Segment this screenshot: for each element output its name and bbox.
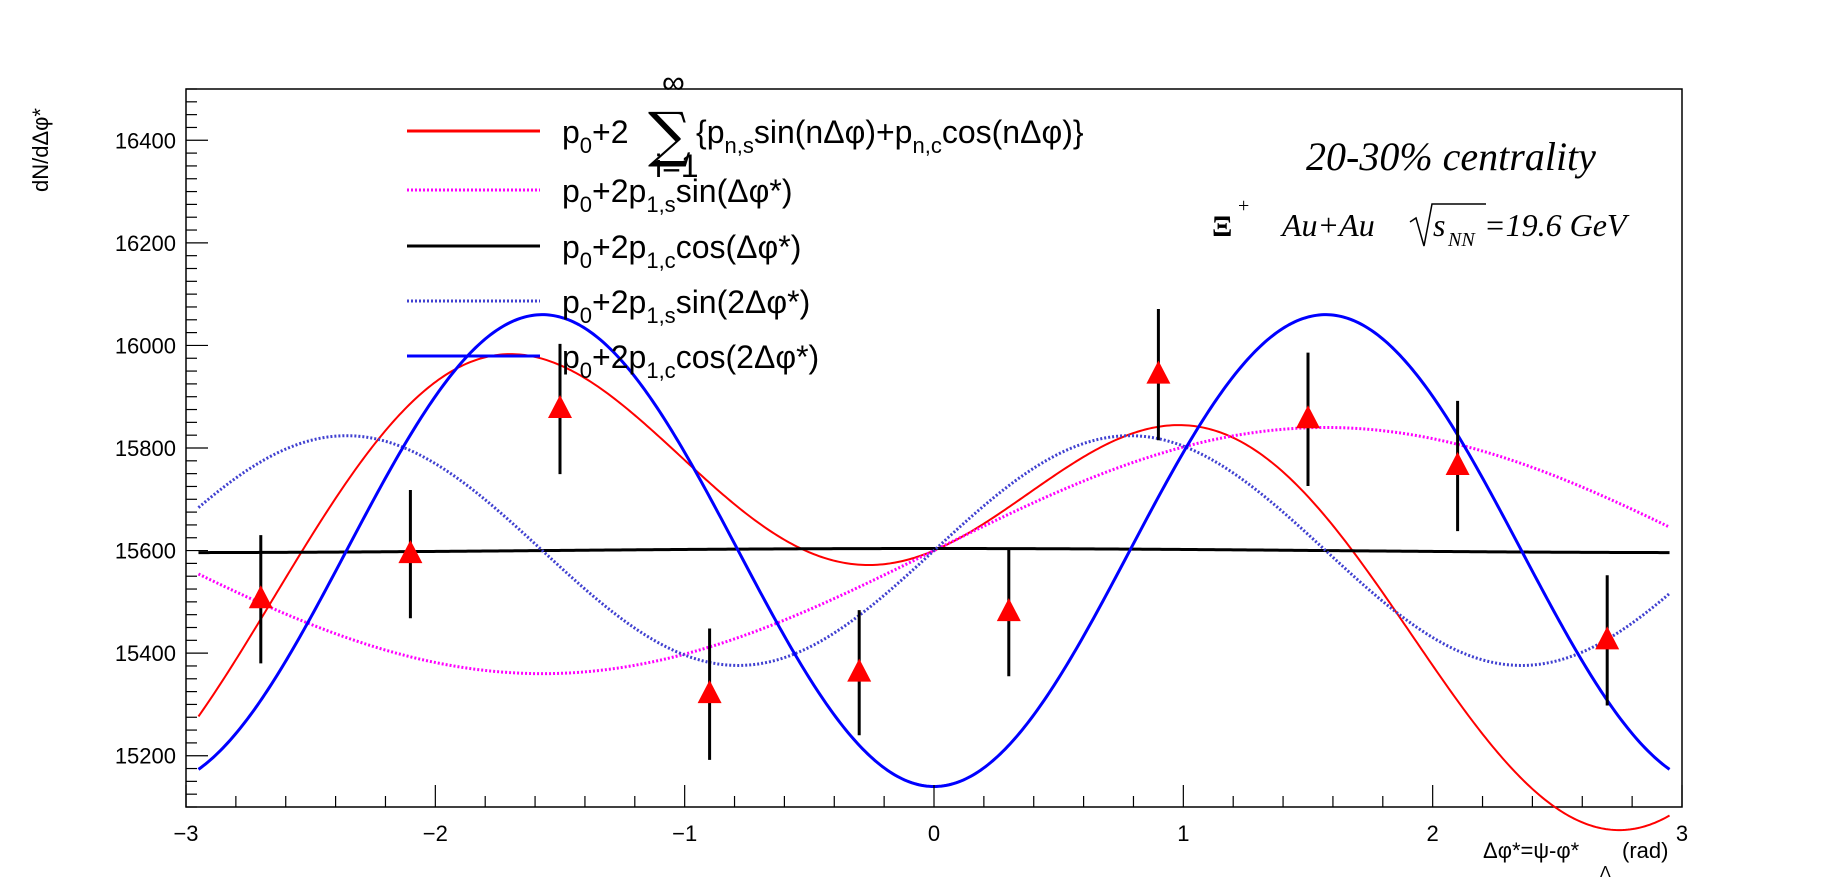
x-tick-label: −2 — [423, 821, 448, 846]
legend: p0+2 ∑∞ i=1{pn,ssin(nΔφ)+pn,ccos(nΔφ)} p0+2… — [407, 64, 1084, 383]
data-point — [248, 585, 273, 609]
y-tick-label: 16200 — [115, 231, 176, 256]
particle-charge: + — [1238, 195, 1249, 217]
system-label: Ξ + Au+Au s NN =19.6 GeV — [1212, 195, 1630, 251]
x-tick-label: 1 — [1177, 821, 1189, 846]
fit-curve-3 — [198, 547, 1670, 555]
collision-system: Au+Au — [1280, 207, 1375, 243]
data-points — [248, 309, 1620, 760]
x-axis-title: Δφ*=ψ-φ* Λ (rad) — [1483, 838, 1668, 881]
collision-energy: =19.6 GeV — [1484, 207, 1630, 243]
fit-curve-1 — [197, 353, 1671, 832]
y-tick-label: 15800 — [115, 436, 176, 461]
y-tick-label: 15200 — [115, 744, 176, 769]
y-tick-label: 16000 — [115, 333, 176, 358]
legend-label-1: p0+2p1,ssin(Δφ*) — [562, 173, 792, 217]
data-point — [1445, 451, 1470, 475]
legend-label-4: p0+2p1,ccos(2Δφ*) — [562, 339, 819, 383]
legend-sum-sup: ∞ — [662, 64, 685, 100]
legend-label-2: p0+2p1,ccos(Δφ*) — [562, 229, 801, 273]
data-point — [697, 680, 722, 704]
x-tick-label: 2 — [1427, 821, 1439, 846]
legend-sum-icon: ∑ — [648, 100, 691, 170]
fit-curve-2 — [197, 425, 1671, 676]
data-point — [847, 658, 872, 682]
data-point — [1146, 360, 1171, 384]
x-tick-label: 3 — [1676, 821, 1688, 846]
x-axis-title-unit: (rad) — [1622, 838, 1668, 863]
y-axis: 15200 15400 15600 15800 16000 16200 16400 — [115, 88, 208, 808]
data-point — [398, 540, 423, 564]
y-axis-title: dN/dΔφ* — [28, 108, 53, 192]
sqrt-s: s — [1433, 207, 1445, 243]
data-point — [1595, 626, 1620, 650]
data-point — [996, 598, 1021, 622]
fit-curves — [197, 313, 1671, 832]
y-tick-label: 15400 — [115, 641, 176, 666]
x-axis-title-main: Δφ*=ψ-φ* — [1483, 838, 1580, 863]
x-tick-label: −3 — [173, 821, 198, 846]
x-axis-title-sub: Λ — [1600, 864, 1611, 881]
legend-label-0: p0+2 — [562, 114, 629, 158]
fit-curve-4 — [197, 434, 1671, 667]
legend-sum-sub: i=1 — [655, 148, 699, 184]
legend-label-3: p0+2p1,ssin(2Δφ*) — [562, 284, 810, 328]
y-tick-label: 15600 — [115, 539, 176, 564]
centrality-label: 20-30% centrality — [1306, 134, 1596, 179]
sqrt-s-subscript: NN — [1447, 229, 1476, 251]
legend-label-0-b: {pn,ssin(nΔφ)+pn,ccos(nΔφ)} — [696, 114, 1084, 158]
x-tick-label: 0 — [928, 821, 940, 846]
x-axis: −3 −2 −1 0 1 2 3 — [173, 785, 1688, 846]
data-point — [1296, 405, 1320, 429]
sqrt-sign-icon — [1409, 203, 1486, 247]
y-tick-label: 16400 — [115, 128, 176, 153]
particle-symbol: Ξ — [1212, 210, 1232, 243]
data-point — [548, 395, 572, 419]
x-tick-label: −1 — [672, 821, 697, 846]
